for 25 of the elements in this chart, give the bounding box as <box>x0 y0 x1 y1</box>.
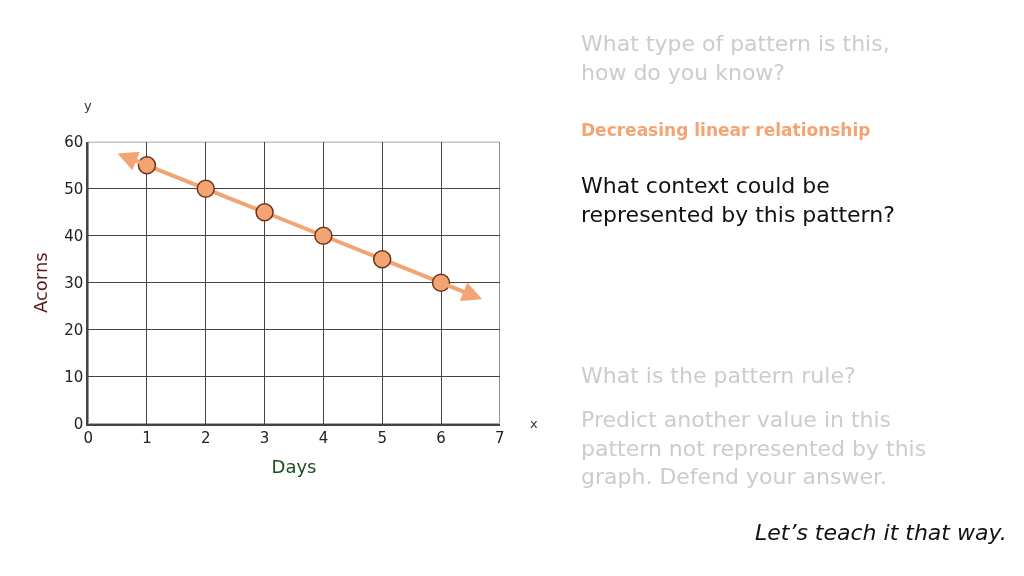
x-tick-label: 5 <box>377 429 387 448</box>
y-tick-label: 50 <box>64 180 84 199</box>
text: x <box>530 416 538 431</box>
text: Let’s teach it that way. <box>755 520 1007 545</box>
y-tick-label: 60 <box>64 133 84 152</box>
y-tick-label: 30 <box>64 273 84 292</box>
y-tick-label: 10 <box>64 367 84 386</box>
point <box>372 249 392 269</box>
text: Decreasing linear relationship <box>581 120 871 140</box>
x-tick-label: 7 <box>495 429 505 448</box>
x-tick-label: 3 <box>259 429 270 448</box>
x-axis-title: Days <box>271 455 317 477</box>
x-tick-label: 1 <box>142 429 152 448</box>
y-tick-label: 40 <box>64 226 84 245</box>
x-tick-label: 2 <box>200 429 211 448</box>
y-tick-label: 0 <box>73 414 84 433</box>
y-axis-title: Acorns <box>30 252 51 314</box>
y-tick-label: 20 <box>64 320 84 339</box>
x-tick-label: 4 <box>318 429 329 448</box>
point <box>255 203 274 222</box>
text: What context could be represented by this pattern? <box>581 173 895 227</box>
point <box>196 179 216 199</box>
text: y <box>84 98 92 113</box>
x-tick-label: 6 <box>436 429 446 448</box>
point <box>314 226 333 245</box>
